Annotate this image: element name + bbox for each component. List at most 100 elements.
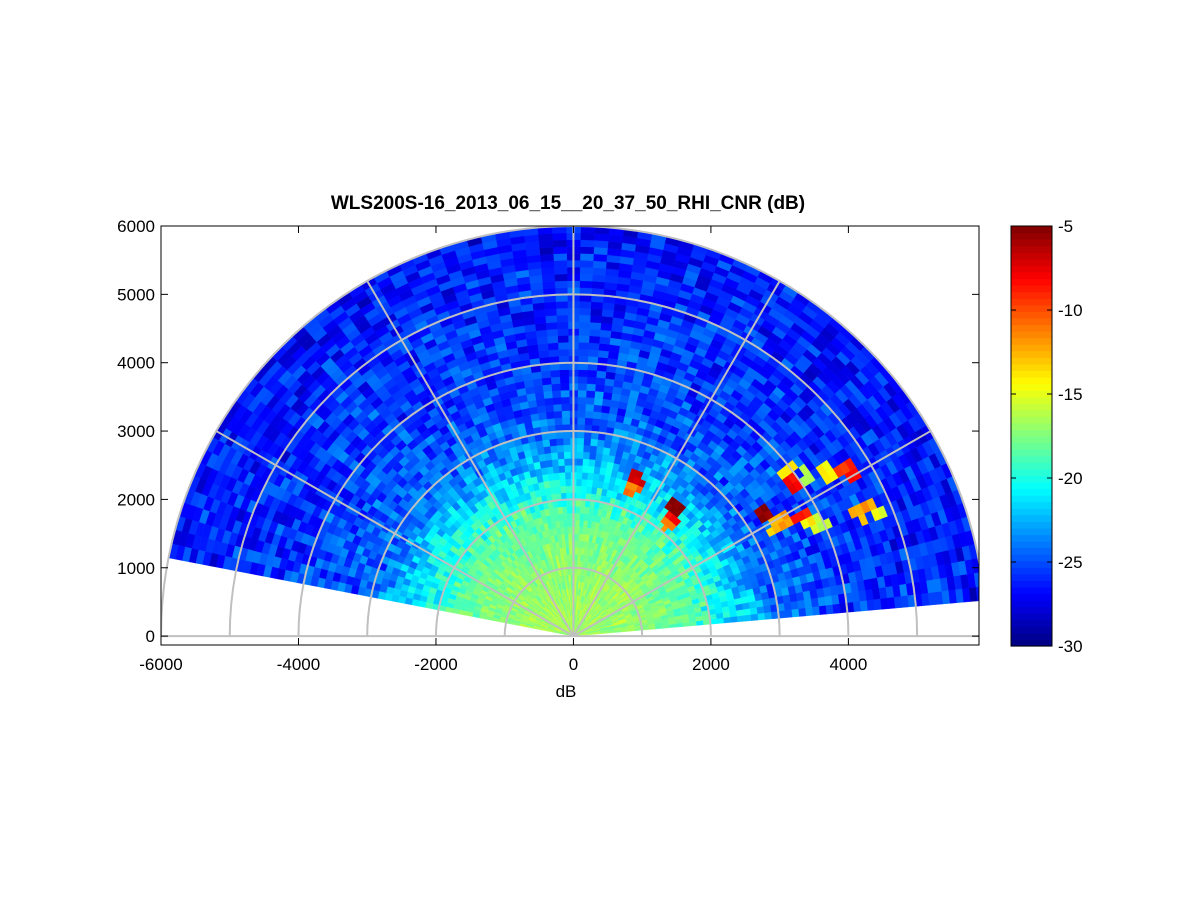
cnr-cell <box>592 418 600 426</box>
cnr-cell <box>594 233 608 241</box>
cnr-cell <box>560 390 569 397</box>
cnr-cell <box>539 240 553 248</box>
y-tick-label: 0 <box>146 627 155 646</box>
cnr-cell <box>558 342 568 349</box>
cnr-cell <box>594 398 603 406</box>
cnr-cell <box>577 411 585 418</box>
cnr-cell <box>548 343 559 351</box>
cnr-cell <box>552 397 561 404</box>
cnr-cell <box>582 459 589 466</box>
cnr-cell <box>578 397 587 404</box>
cnr-cell <box>880 598 888 610</box>
cnr-cell <box>600 323 612 331</box>
cnr-cell <box>751 614 759 621</box>
cnr-cell <box>562 411 570 418</box>
cnr-cell <box>593 473 600 481</box>
cnr-cell <box>560 376 569 383</box>
cnr-cell <box>558 349 568 356</box>
cnr-cell <box>551 452 558 459</box>
cnr-cell <box>554 274 567 281</box>
cnr-cell <box>557 315 568 322</box>
colorbar-segment <box>1011 620 1052 627</box>
cnr-cell <box>579 308 591 315</box>
cnr-cell <box>826 604 834 614</box>
cnr-cell <box>576 479 582 486</box>
cnr-cell <box>553 240 567 247</box>
cnr-cell <box>587 473 593 480</box>
colorbar-segment <box>1011 600 1052 607</box>
cnr-cell <box>554 267 567 274</box>
cnr-cell <box>596 377 606 385</box>
cnr-cell <box>546 329 557 337</box>
cnr-cell <box>576 486 581 493</box>
cnr-cell <box>589 452 596 459</box>
cnr-cell <box>546 322 557 330</box>
colorbar-segment <box>1011 574 1052 581</box>
cnr-cell <box>544 398 553 406</box>
colorbar-segment <box>1011 534 1052 541</box>
cnr-cell <box>587 377 596 384</box>
cnr-cell <box>860 600 868 611</box>
cnr-cell <box>545 308 557 316</box>
cnr-cell <box>591 302 603 310</box>
cnr-cell <box>536 399 545 407</box>
cnr-cell <box>556 308 568 315</box>
cnr-cell <box>578 541 582 548</box>
cnr-cell <box>587 480 593 487</box>
cnr-cell <box>586 397 595 404</box>
cnr-cell <box>560 486 566 493</box>
cnr-cell <box>874 599 882 610</box>
y-tick-label: 4000 <box>117 354 155 373</box>
cnr-cell <box>549 439 557 447</box>
cnr-cell <box>541 371 551 379</box>
cnr-cell <box>853 601 861 612</box>
cnr-cell <box>596 371 606 379</box>
colorbar-segment <box>1011 554 1052 561</box>
cnr-cell <box>575 513 579 520</box>
cnr-cell <box>730 616 737 622</box>
cnr-cell <box>584 514 589 521</box>
cnr-cell <box>593 411 601 419</box>
cnr-cell <box>601 316 613 324</box>
cnr-cell <box>559 472 565 479</box>
cnr-cell <box>583 445 590 452</box>
cnr-cell <box>551 384 560 391</box>
cnr-cell <box>580 253 594 260</box>
cnr-cell <box>563 445 570 452</box>
cnr-cell <box>568 534 572 541</box>
cnr-cell <box>592 281 605 289</box>
x-tick-label: -2000 <box>414 655 457 674</box>
cnr-cell <box>556 438 563 445</box>
cnr-cell <box>580 267 593 274</box>
cnr-cell <box>557 322 568 329</box>
cnr-cell <box>578 547 581 554</box>
cnr-cell <box>579 335 590 342</box>
cnr-cell <box>543 446 550 454</box>
cnr-cell <box>550 370 560 377</box>
cnr-cell <box>599 419 607 427</box>
cnr-cell <box>585 404 594 411</box>
cnr-cell <box>588 459 595 466</box>
cnr-cell <box>593 254 607 262</box>
cnr-cell <box>555 281 568 288</box>
cnr-cell <box>737 615 744 622</box>
cnr-cell <box>602 399 611 407</box>
colorbar-segment <box>1011 613 1052 620</box>
cnr-cell <box>797 600 805 609</box>
cnr-cell <box>547 418 555 426</box>
cnr-cell <box>578 534 582 541</box>
cnr-cell <box>589 336 600 344</box>
cnr-cell <box>792 609 800 617</box>
cnr-cell <box>887 597 895 609</box>
cnr-cell <box>580 506 585 513</box>
cnr-cell <box>592 274 605 282</box>
cnr-cell <box>590 308 602 316</box>
cnr-cell <box>584 438 591 445</box>
cnr-cell <box>580 233 594 240</box>
cnr-cell <box>593 261 607 269</box>
cnr-cell <box>577 445 584 452</box>
cnr-cell <box>565 472 571 479</box>
cnr-cell <box>579 329 590 336</box>
cnr-cell <box>568 540 571 547</box>
cnr-cell <box>540 254 554 262</box>
